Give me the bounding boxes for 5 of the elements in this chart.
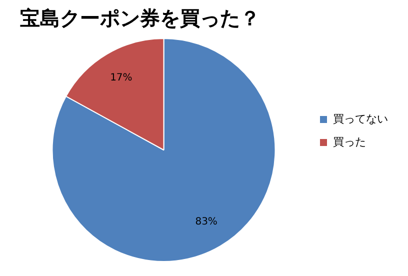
data-label: 83%: [195, 216, 218, 228]
legend-label: 買った: [333, 135, 366, 148]
chart-title: 宝島クーポン券を買った？: [20, 6, 260, 30]
data-label: 17%: [110, 72, 132, 84]
legend-label: 買ってない: [333, 112, 388, 126]
